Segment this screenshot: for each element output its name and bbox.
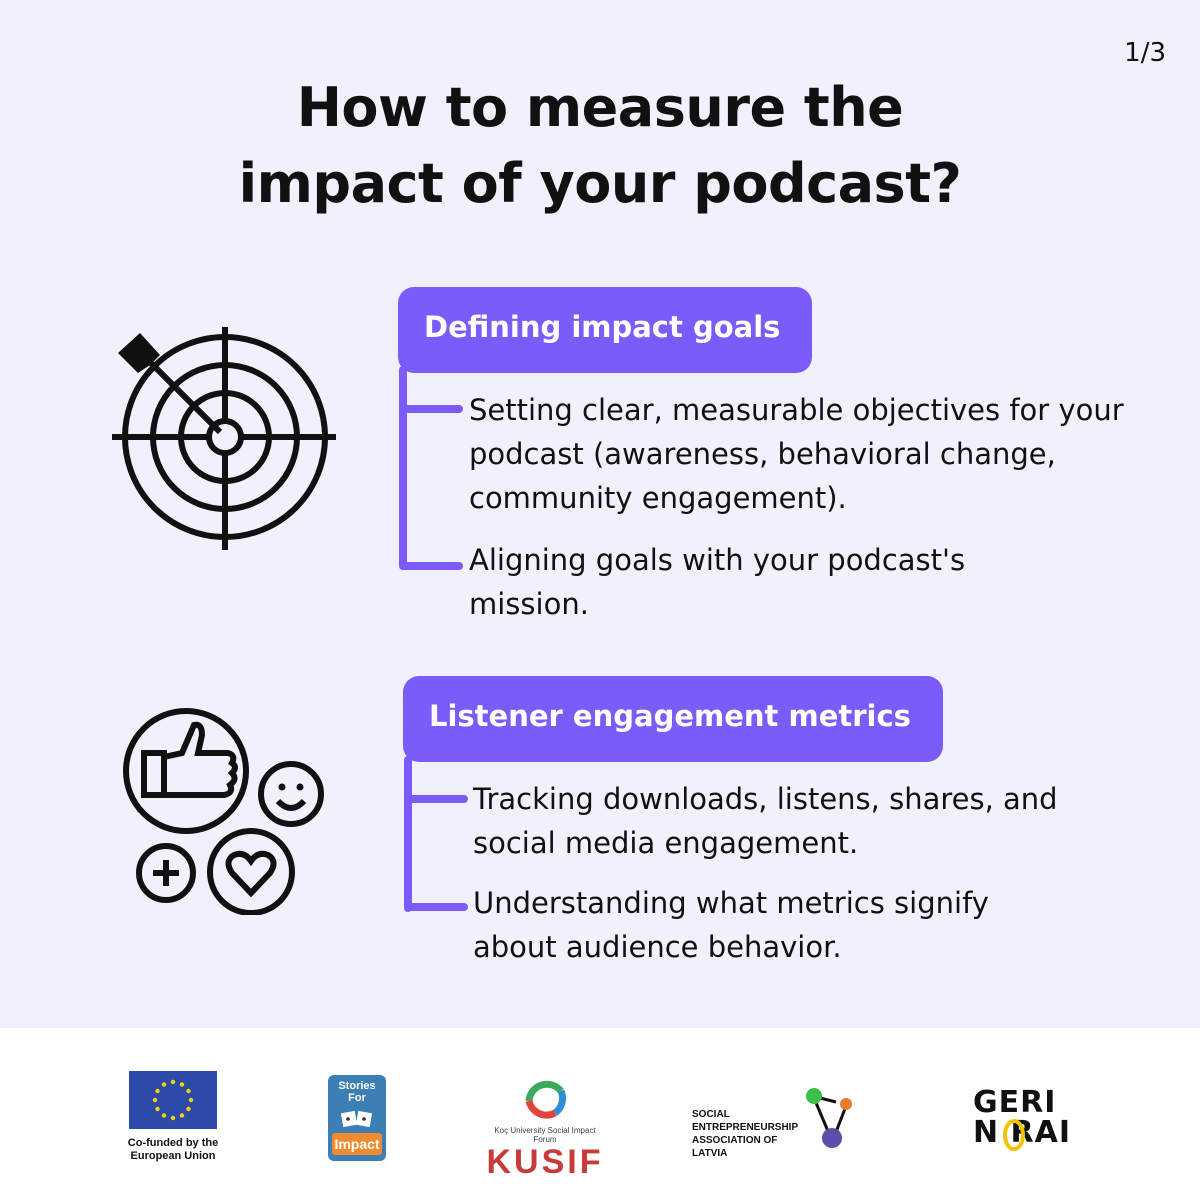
kusif-wordmark: KUSIF	[486, 1143, 604, 1181]
sfi-top-text: Stories For	[338, 1080, 376, 1104]
halo-o-icon	[1003, 1119, 1025, 1151]
bracket-tick	[399, 562, 463, 570]
bracket-tick	[404, 795, 468, 803]
sea-line-3: ASSOCIATION OF LATVIA	[692, 1135, 778, 1159]
section-heading-impact-goals: Defining impact goals	[398, 287, 813, 373]
kusif-logo: Koç University Social Impact Forum KUSIF	[485, 1073, 605, 1180]
page-title: How to measure the impact of your podcas…	[0, 70, 1200, 222]
kusif-tagline: Koç University Social Impact Forum	[494, 1126, 596, 1144]
sfi-bottom-text: Impact	[332, 1133, 382, 1155]
bullet-point: Aligning goals with your podcast's missi…	[469, 543, 966, 621]
eu-logo: Co-funded by the European Union	[128, 1071, 228, 1163]
cards-icon	[340, 1110, 373, 1128]
gerinorai-logo: GERI N RAI	[973, 1085, 1071, 1151]
page-indicator: 1/3	[1124, 38, 1166, 68]
bracket-tick	[404, 903, 468, 911]
title-line-2: impact of your podcast?	[238, 152, 962, 215]
sea-text: SOCIAL ENTREPRENEURSHIP ASSOCIATION OF L…	[692, 1108, 812, 1160]
bracket-tick	[399, 405, 463, 413]
network-icon	[806, 1088, 852, 1148]
sea-line-1: SOCIAL	[692, 1109, 730, 1120]
bullet-point: Understanding what metrics signify about…	[473, 886, 989, 964]
bracket-line	[404, 756, 412, 912]
bullet-point: Setting clear, measurable objectives for…	[469, 393, 1124, 515]
engagement-icons	[123, 708, 324, 915]
eu-flag-icon	[129, 1071, 217, 1129]
sea-line-2: ENTREPRENEURSHIP	[692, 1122, 799, 1133]
bullet-point: Tracking downloads, listens, shares, and…	[473, 782, 1058, 860]
kusif-swirl-icon	[525, 1080, 567, 1119]
footer-logos: Co-funded by the European Union Stories …	[0, 1028, 1200, 1200]
section-heading-engagement-metrics: Listener engagement metrics	[403, 676, 943, 762]
gerinorai-line-1: GERI	[973, 1085, 1057, 1120]
eu-caption: Co-funded by the European Union	[127, 1137, 219, 1162]
bracket-line	[399, 366, 407, 570]
target-arrow-icon	[112, 327, 336, 550]
title-line-1: How to measure the	[296, 76, 904, 139]
stories-for-impact-logo: Stories For Impact	[328, 1075, 386, 1161]
